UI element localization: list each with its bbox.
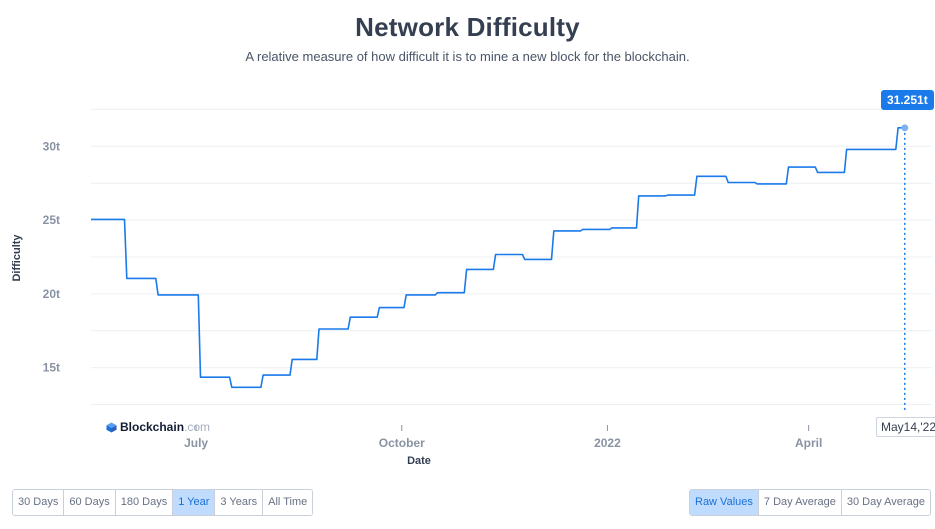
hover-point (901, 124, 909, 132)
raw-values-button[interactable]: Raw Values (690, 490, 759, 515)
y-tick-label: 25t (43, 213, 60, 227)
chart-grid (91, 108, 932, 406)
y-tick-label: 15t (43, 361, 60, 375)
blockchain-logo: Blockchain .com (106, 420, 210, 434)
y-tick-label: 20t (43, 287, 60, 301)
timespan-60-days-button[interactable]: 60 Days (64, 490, 116, 515)
y-axis-title: Difficulty (11, 234, 23, 282)
y-axis: 15t 20t 25t 30t (43, 139, 60, 374)
30-day-average-button[interactable]: 30 Day Average (841, 490, 930, 515)
x-tick-label: 2022 (594, 436, 621, 450)
timespan-1-year-button[interactable]: 1 Year (173, 490, 216, 515)
blockchain-cube-icon (106, 421, 117, 433)
x-tick-label: July (184, 436, 208, 450)
series-line (91, 127, 905, 389)
value-tooltip: 31.251t (881, 90, 934, 110)
y-tick-label: 30t (43, 139, 60, 153)
x-tick-label: April (795, 436, 822, 450)
timespan-30-days-button[interactable]: 30 Days (13, 490, 65, 515)
timespan-selector: 30 Days 60 Days 180 Days 1 Year 3 Years … (12, 489, 314, 516)
x-axis-title: Date (407, 455, 431, 467)
x-axis: July October 2022 April (184, 425, 822, 450)
page-subtitle: A relative measure of how difficult it i… (245, 49, 690, 64)
watermark-suffix: .com (184, 420, 211, 434)
timespan-all-time-button[interactable]: All Time (263, 490, 313, 515)
timespan-180-days-button[interactable]: 180 Days (115, 490, 174, 515)
x-tick-label: October (379, 436, 425, 450)
timespan-3-years-button[interactable]: 3 Years (215, 490, 264, 515)
page-title: Network Difficulty (355, 12, 580, 42)
average-selector: Raw Values 7 Day Average 30 Day Average (689, 489, 931, 516)
watermark-brand: Blockchain (120, 420, 185, 434)
date-tooltip: May14,'22 (876, 417, 935, 437)
7-day-average-button[interactable]: 7 Day Average (758, 490, 842, 515)
